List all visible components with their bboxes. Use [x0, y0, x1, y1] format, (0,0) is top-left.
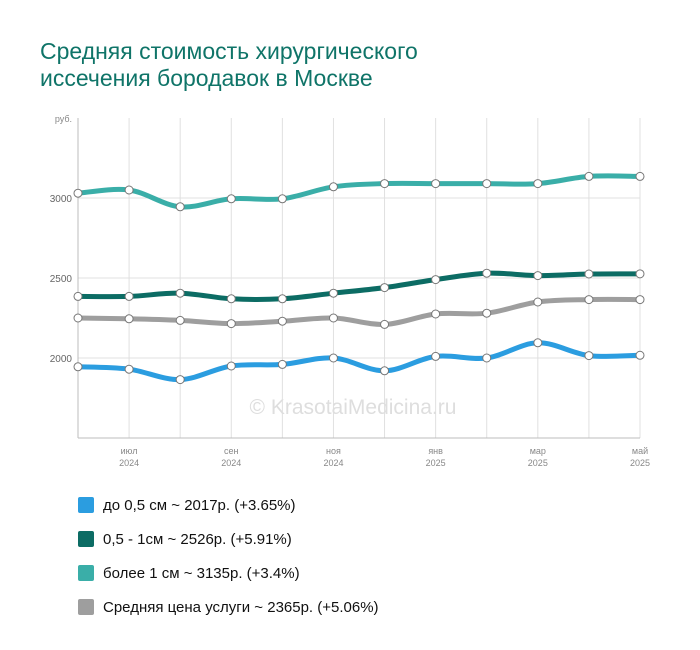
series-3-point	[124, 185, 134, 195]
series-4-point	[584, 295, 594, 305]
y-axis-unit-label: руб.	[55, 114, 72, 124]
series-4-point	[73, 313, 83, 323]
series-2-point	[431, 275, 441, 285]
series-1-point	[635, 350, 645, 360]
x-tick-label-month: июл	[121, 446, 138, 456]
series-line-4	[75, 296, 643, 327]
series-2-point	[175, 288, 185, 298]
series-4-point	[277, 316, 287, 326]
x-tick-label-month: янв	[428, 446, 443, 456]
chart-title-line-2: иссечения бородавок в Москве	[40, 65, 373, 91]
series-3-point	[431, 179, 441, 189]
series-3-point	[277, 194, 287, 204]
x-tick-label-year: 2024	[221, 458, 241, 468]
y-tick-label: 3000	[50, 194, 73, 205]
legend-item-1: до 0,5 см ~ 2017р. (+3.65%)	[78, 488, 379, 522]
legend-label: более 1 см ~ 3135р. (+3.4%)	[103, 564, 300, 582]
series-2-point	[124, 291, 134, 301]
series-3-point	[73, 188, 83, 198]
series-3-point	[533, 179, 543, 189]
y-tick-label: 2500	[50, 274, 73, 285]
series-2-point	[73, 291, 83, 301]
series-line-1	[75, 340, 643, 383]
legend-label: 0,5 - 1см ~ 2526р. (+5.91%)	[103, 530, 292, 548]
x-tick-label-year: 2025	[426, 458, 446, 468]
x-tick-label-month: ноя	[326, 446, 341, 456]
series-1-point	[431, 351, 441, 361]
series-2-point	[277, 294, 287, 304]
series-3-point	[328, 182, 338, 192]
series-3-point	[226, 194, 236, 204]
legend-swatch	[78, 599, 94, 615]
x-tick-label-year: 2025	[630, 458, 650, 468]
series-2-point	[533, 271, 543, 281]
series-2-point	[380, 283, 390, 293]
chart-title-line-1: Средняя стоимость хирургического	[40, 38, 418, 64]
x-tick-label-month: сен	[224, 446, 239, 456]
x-tick-label-month: мар	[530, 446, 546, 456]
series-4-point	[431, 309, 441, 319]
series-1-point	[328, 353, 338, 363]
series-3-point	[482, 179, 492, 189]
legend-item-4: Средняя цена услуги ~ 2365р. (+5.06%)	[78, 590, 379, 624]
series-1-point	[73, 362, 83, 372]
watermark: © KrasotaiMedicina.ru	[250, 396, 457, 419]
series-2-point	[584, 269, 594, 279]
legend-swatch	[78, 565, 94, 581]
line-chart: руб. 2000 2500 3000 июл 2024 сен 2024 ноя 2024 янв…	[50, 114, 650, 468]
x-tick-label-year: 2024	[119, 458, 139, 468]
series-1-point	[226, 361, 236, 371]
legend-swatch	[78, 531, 94, 547]
series-4-point	[226, 319, 236, 329]
legend-swatch	[78, 497, 94, 513]
series-1-point	[482, 353, 492, 363]
series-3-point	[175, 202, 185, 212]
legend-item-3: более 1 см ~ 3135р. (+3.4%)	[78, 556, 379, 590]
series-1-point	[380, 366, 390, 376]
series-1-point	[584, 351, 594, 361]
series-4-point	[482, 308, 492, 318]
x-tick-label-year: 2025	[528, 458, 548, 468]
series-4-point	[175, 315, 185, 325]
chart-title: Средняя стоимость хирургического иссечен…	[40, 38, 600, 92]
series-1-point	[533, 338, 543, 348]
legend-label: до 0,5 см ~ 2017р. (+3.65%)	[103, 496, 296, 514]
series-4-point	[328, 313, 338, 323]
series-1-point	[175, 375, 185, 385]
series-2-point	[482, 268, 492, 278]
legend-label: Средняя цена услуги ~ 2365р. (+5.06%)	[103, 598, 379, 616]
series-3-point	[584, 171, 594, 181]
x-tick-label-month: май	[632, 446, 648, 456]
series-2-point	[226, 294, 236, 304]
series-3-point	[380, 179, 390, 189]
series-line-3	[75, 173, 643, 210]
y-tick-label: 2000	[50, 354, 73, 365]
series-line-2	[75, 270, 643, 302]
series-4-point	[635, 295, 645, 305]
series-1-point	[277, 359, 287, 369]
series-3-point	[635, 171, 645, 181]
series-1-point	[124, 364, 134, 374]
series-4-point	[533, 297, 543, 307]
series-4-point	[124, 314, 134, 324]
series-4-point	[380, 319, 390, 329]
series-2-point	[635, 269, 645, 279]
chart-legend: до 0,5 см ~ 2017р. (+3.65%) 0,5 - 1см ~ 2…	[78, 488, 379, 624]
legend-item-2: 0,5 - 1см ~ 2526р. (+5.91%)	[78, 522, 379, 556]
x-tick-label-year: 2024	[323, 458, 343, 468]
series-2-point	[328, 288, 338, 298]
